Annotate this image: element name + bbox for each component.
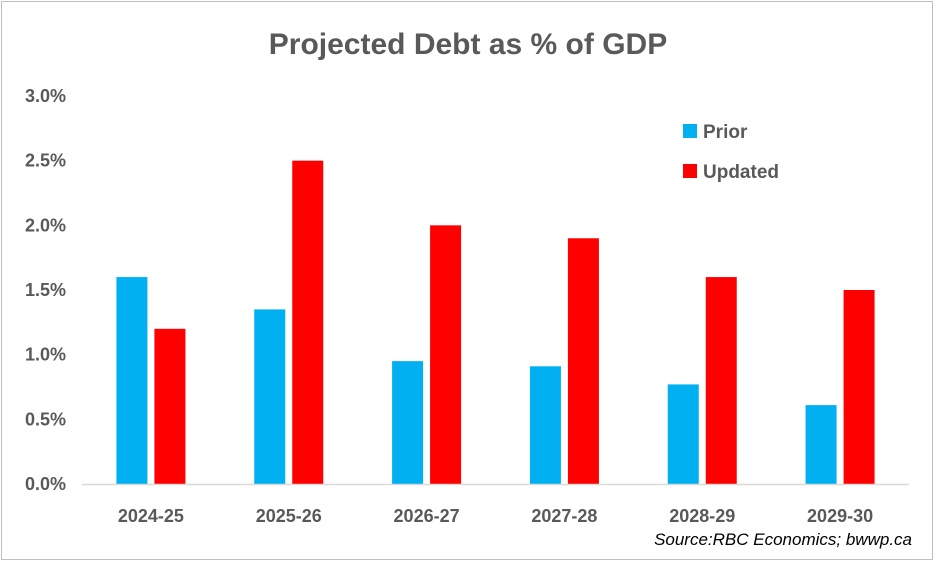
bar-updated-2027-28 — [567, 238, 599, 484]
chart-title: Projected Debt as % of GDP — [269, 28, 667, 61]
x-tick-label: 2029-30 — [807, 506, 873, 526]
legend: Prior Updated — [683, 122, 779, 183]
source-note: Source:RBC Economics; bwwp.ca — [654, 530, 912, 549]
x-tick-label: 2024-25 — [118, 506, 184, 526]
bar-prior-2029-30 — [805, 405, 837, 484]
legend-swatch-updated — [683, 164, 697, 178]
y-tick-label: 3.0% — [25, 86, 66, 106]
y-tick-label: 1.0% — [25, 345, 66, 365]
x-tick-label: 2028-29 — [669, 506, 735, 526]
y-tick-label: 1.5% — [25, 280, 66, 300]
bar-updated-2029-30 — [843, 290, 875, 484]
x-tick-label: 2026-27 — [394, 506, 460, 526]
y-tick-label: 2.0% — [25, 215, 66, 235]
y-axis: 0.0% 0.5% 1.0% 1.5% 2.0% 2.5% 3.0% — [25, 86, 66, 494]
legend-label-prior: Prior — [703, 122, 748, 143]
y-tick-label: 2.5% — [25, 151, 66, 171]
bar-updated-2025-26 — [292, 160, 324, 485]
bars — [116, 160, 875, 485]
bar-updated-2024-25 — [154, 328, 186, 484]
bar-prior-2025-26 — [254, 309, 286, 484]
bar-prior-2026-27 — [392, 361, 424, 484]
y-tick-label: 0.5% — [25, 409, 66, 429]
x-tick-label: 2027-28 — [531, 506, 597, 526]
bar-prior-2024-25 — [116, 277, 148, 484]
x-axis: 2024-25 2025-26 2026-27 2027-28 2028-29 2029-… — [118, 506, 873, 526]
bar-updated-2026-27 — [430, 225, 462, 484]
legend-label-updated: Updated — [703, 162, 779, 183]
y-tick-label: 0.0% — [25, 474, 66, 494]
bar-prior-2027-28 — [529, 366, 561, 484]
bar-updated-2028-29 — [705, 277, 737, 484]
bar-prior-2028-29 — [667, 384, 699, 484]
legend-swatch-prior — [683, 124, 697, 138]
x-tick-label: 2025-26 — [256, 506, 322, 526]
